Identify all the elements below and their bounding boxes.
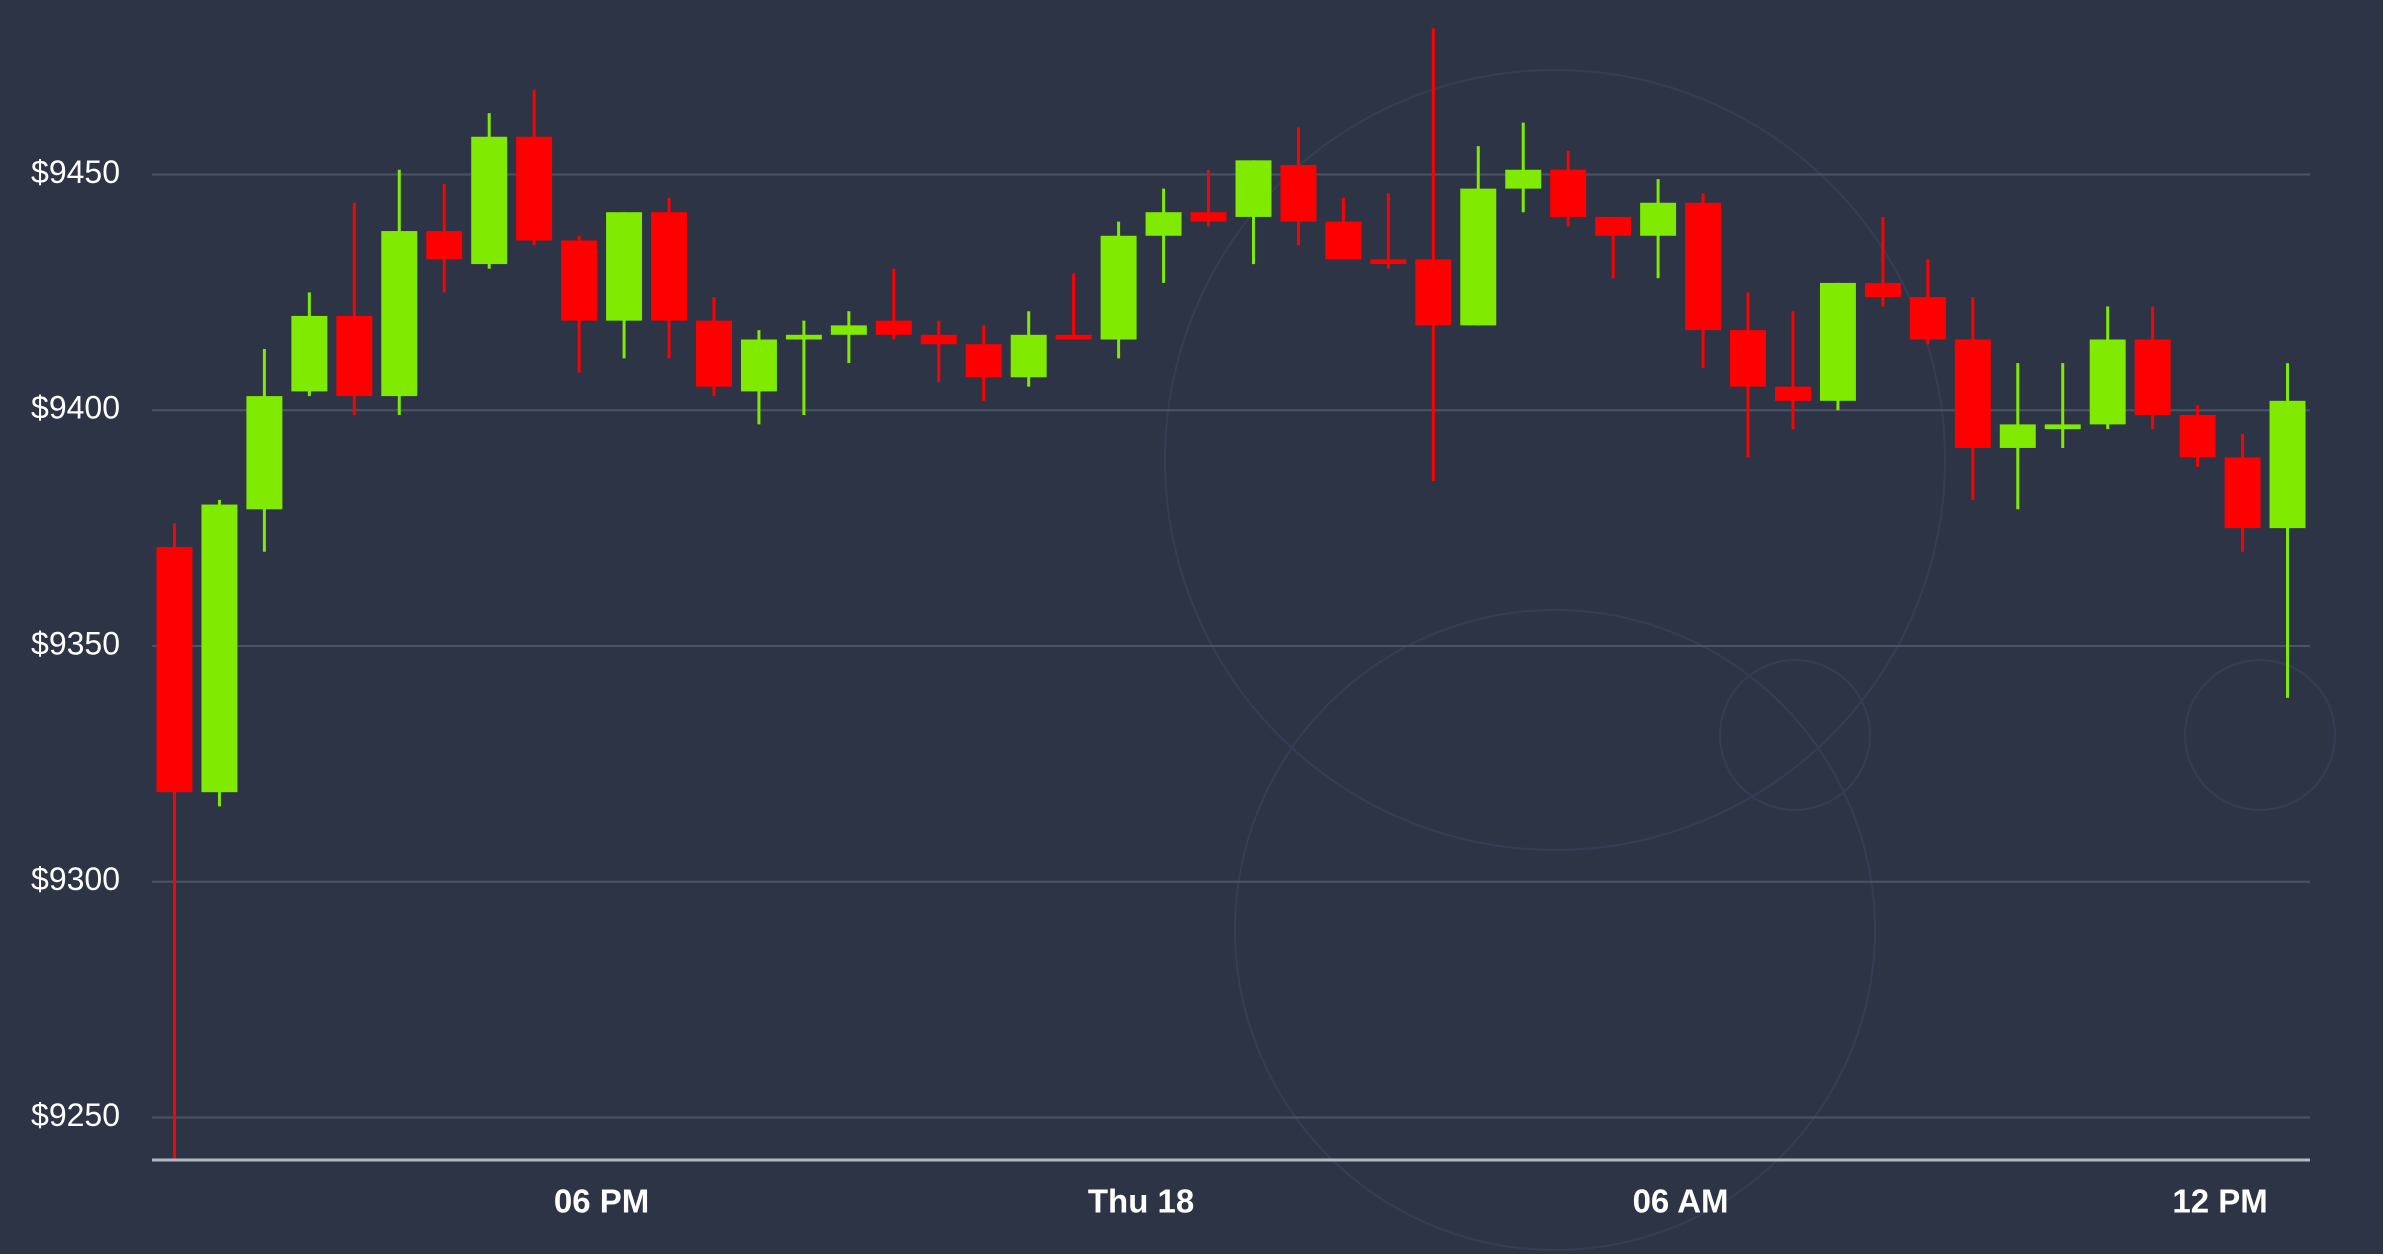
candle-body (695, 320, 732, 387)
y-tick-label: $9300 (31, 861, 120, 897)
candle-body (1100, 235, 1137, 340)
candle-body (1235, 160, 1272, 217)
candle-body (1864, 282, 1901, 298)
y-tick-label: $9400 (31, 390, 120, 426)
candle-body (471, 136, 508, 265)
x-tick-label: 12 PM (2172, 1183, 2267, 1220)
candle-body (1595, 216, 1632, 236)
candle-body (1145, 212, 1182, 236)
candle-body (1325, 221, 1362, 260)
candle-body (965, 344, 1002, 378)
candle-body (336, 315, 373, 397)
y-tick-label: $9350 (31, 625, 120, 661)
candle-body (1190, 212, 1227, 222)
y-tick-label: $9450 (31, 154, 120, 190)
candle-body (920, 334, 957, 345)
candle-body (785, 334, 822, 340)
candle-body (156, 546, 193, 793)
candle-body (1774, 386, 1811, 401)
candle-body (1730, 330, 1767, 387)
candle-body (381, 231, 418, 397)
x-tick-label: Thu 18 (1088, 1183, 1194, 1220)
candle-body (561, 240, 598, 321)
logo-ring (2184, 659, 2336, 811)
candle-body (2269, 400, 2306, 529)
candle-body (1415, 259, 1452, 326)
candle-body (1505, 169, 1542, 189)
candle-body (201, 504, 238, 793)
candle-body (606, 212, 643, 321)
candle-body (1460, 188, 1497, 326)
y-tick-label: $9250 (31, 1097, 120, 1133)
candle-body (1280, 165, 1317, 222)
grid (152, 173, 2310, 1119)
x-tick-label: 06 AM (1633, 1183, 1729, 1220)
candle-body (1999, 424, 2036, 448)
background-logo (1164, 69, 2336, 1251)
candle-body (1010, 334, 1047, 378)
candle-body (426, 231, 463, 260)
candles (156, 28, 2306, 1160)
candle-body (2044, 424, 2081, 430)
candle-body (830, 325, 867, 335)
candle-body (2179, 414, 2216, 458)
candle-body (1550, 169, 1587, 217)
candle-body (2224, 457, 2261, 529)
candle-body (875, 320, 912, 335)
candle-body (2134, 339, 2171, 415)
candle-body (2089, 339, 2126, 425)
candle-body (1819, 282, 1856, 401)
x-tick-label: 06 PM (554, 1183, 649, 1220)
candle-body (291, 315, 328, 392)
logo-ring (1719, 659, 1871, 811)
candle-body (516, 136, 553, 241)
candle-body (246, 396, 283, 510)
logo-ring (1234, 609, 1876, 1251)
candle-body (1640, 202, 1677, 236)
candle-body (651, 212, 688, 321)
candle-body (1954, 339, 1991, 448)
candle-body (1055, 334, 1092, 340)
candle-body (1370, 259, 1407, 265)
candle-body (1685, 202, 1722, 331)
logo-ring (1164, 69, 1946, 851)
candle-body (740, 339, 777, 392)
candle-body (1909, 297, 1946, 340)
